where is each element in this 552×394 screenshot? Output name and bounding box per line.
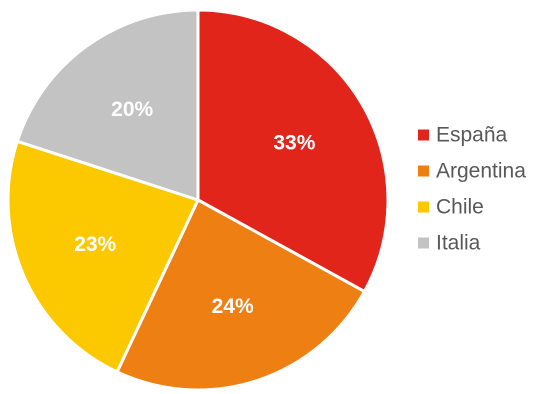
pie-slice-chile (6, 139, 200, 374)
pie-slice-argentina (115, 198, 366, 392)
legend: España Argentina Chile Italia (418, 124, 526, 255)
legend-swatch (418, 201, 429, 213)
pie-slice-label: 24% (212, 295, 254, 318)
legend-item: Argentina (418, 160, 526, 183)
pie-slice-italia (15, 8, 200, 202)
pie-slice-label: 33% (273, 131, 315, 154)
pie-slice-label: 20% (111, 98, 153, 121)
legend-item: España (418, 124, 508, 147)
legend-swatch (418, 237, 429, 249)
legend-label: Italia (436, 232, 481, 255)
pie-slice-labels: 33% 24% 23% 20% (74, 98, 316, 318)
legend-swatch (418, 129, 429, 141)
pie-slices (6, 8, 390, 392)
pie-slice-espa-a (196, 8, 390, 294)
legend-item: Chile (418, 196, 484, 219)
legend-label: España (436, 124, 508, 147)
legend-label: Chile (436, 196, 484, 219)
pie-slice-label: 23% (74, 233, 116, 256)
legend-swatch (418, 165, 429, 177)
legend-item: Italia (418, 232, 481, 255)
legend-label: Argentina (436, 160, 526, 183)
